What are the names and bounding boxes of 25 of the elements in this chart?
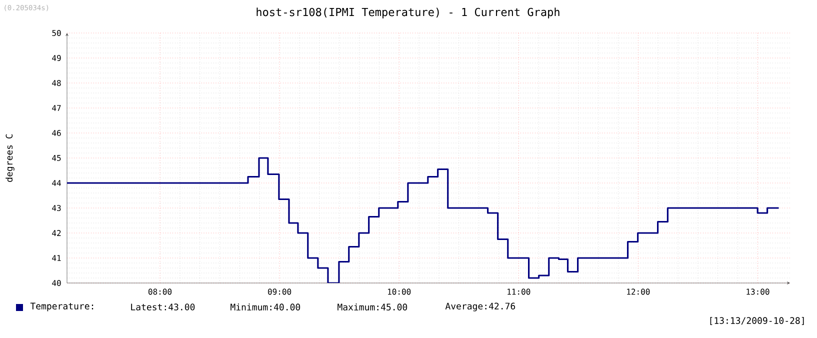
x-tick-label: 12:00 — [627, 288, 650, 295]
x-tick-label: 09:00 — [268, 288, 292, 295]
y-tick-label: 42 — [52, 230, 61, 236]
text: Maximum:45.00 — [338, 304, 408, 310]
x-tick-label: 10:00 — [388, 288, 411, 295]
y-tick-label: 40 — [52, 280, 61, 286]
y-axis-title: degrees C — [6, 134, 14, 182]
y-tick-label: 47 — [52, 105, 61, 111]
text: Minimum:40.00 — [230, 304, 300, 310]
chart-title: host-sr108(IPMI Temperature) - 1 Current Graph — [256, 8, 560, 18]
text: Latest:43.00 — [131, 304, 195, 310]
x-tick-label: 11:00 — [508, 288, 530, 295]
y-tick-label: 50 — [52, 30, 61, 36]
x-tick-label: 13:00 — [746, 288, 770, 295]
text: [13:13/2009-10-28] — [710, 316, 804, 326]
x-tick-label: 08:00 — [148, 288, 172, 295]
y-tick-label: 45 — [52, 155, 61, 161]
y-tick-label: 41 — [52, 255, 61, 261]
legend-label: Temperature: — [30, 302, 94, 312]
text: Average:42.76 — [445, 302, 516, 312]
y-tick-label: 46 — [52, 130, 61, 136]
y-tick-label: 48 — [52, 80, 61, 86]
y-tick-label: 43 — [52, 204, 61, 212]
y-tick-label: 49 — [52, 54, 61, 62]
y-tick-label: 44 — [52, 180, 61, 186]
